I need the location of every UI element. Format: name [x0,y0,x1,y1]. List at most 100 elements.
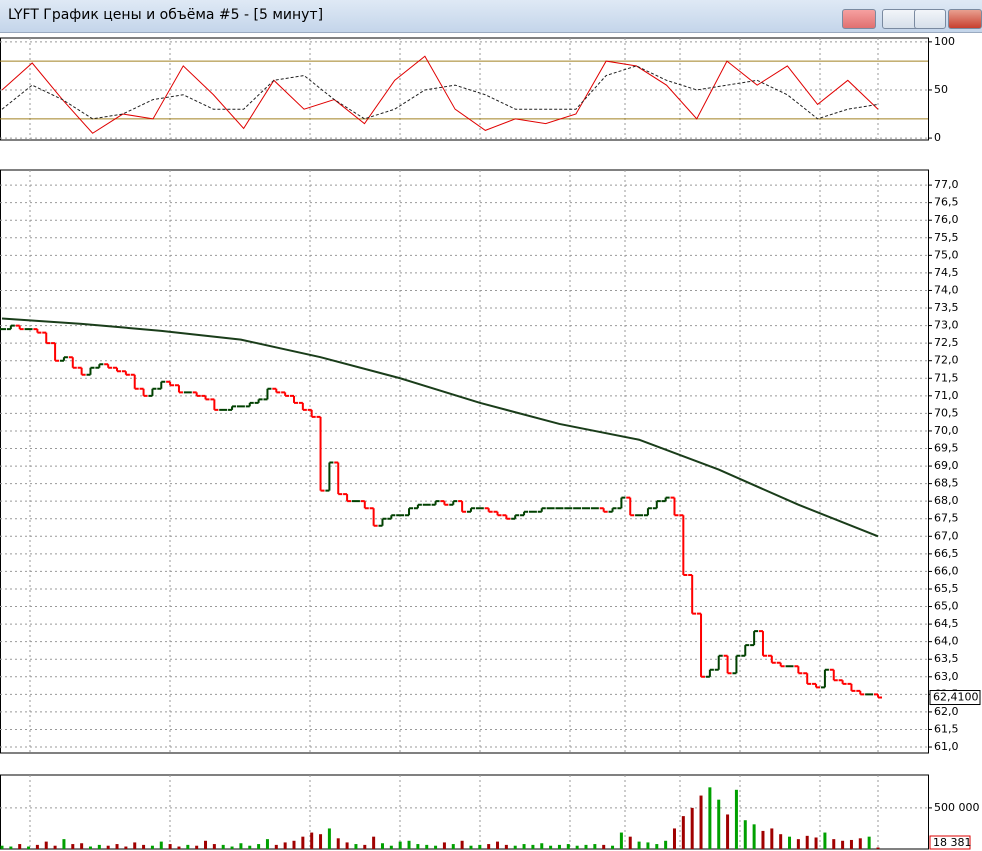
y-tick-label: 65,5 [934,582,959,595]
volume-bar [301,836,305,849]
volume-bar [97,844,101,849]
volume-bar [823,832,827,849]
price-bar [228,405,237,411]
volume-bar [858,838,862,849]
volume-bar [628,836,632,849]
volume-bar [460,840,464,849]
price-bar [192,391,201,397]
price-bar [688,573,697,615]
volume-bar [416,844,420,849]
volume-bar [743,820,747,849]
y-tick-label: 72,0 [934,354,959,367]
y-tick-label: 76,5 [934,196,959,209]
y-tick-label: 100 [934,35,955,48]
price-bar [431,500,440,506]
volume-bar [115,844,119,849]
y-tick-label: 73,5 [934,301,959,314]
price-bar [378,517,387,527]
volume-bar [602,844,606,849]
volume-bar [221,844,225,849]
volume-bar [0,845,4,849]
price-bar [458,500,467,513]
volume-bar [398,841,402,849]
y-tick-label: 70,0 [934,424,959,437]
y-tick-label: 66,0 [934,564,959,577]
price-bar [174,384,183,394]
chart-area: 05010061,061,562,062,563,063,564,064,565… [0,35,981,850]
y-tick-label: 72,5 [934,336,959,349]
price-bar [263,387,272,401]
price-bar [511,514,520,520]
y-tick-label: 75,0 [934,248,959,261]
price-bar [157,380,166,390]
volume-bar [557,844,561,849]
volume-bar [549,845,553,849]
price-bar [201,394,210,401]
y-tick-label: 61,5 [934,722,959,735]
oscillator-line [1,65,879,120]
volume-bar [504,844,508,849]
volume-bar [195,845,199,849]
y-tick-label: 500 000 [934,801,980,814]
volume-bar [71,844,75,849]
price-bar [502,514,511,520]
volume-bar [522,844,526,849]
volume-bar [664,840,668,849]
volume-bar [345,842,349,849]
volume-bar [212,844,216,849]
volume-bar [239,843,243,849]
volume-bar [44,841,48,849]
price-bar [369,507,378,527]
volume-bar [487,844,491,849]
price-bar [847,682,856,692]
close-button[interactable] [948,9,982,29]
y-tick-label: 61,0 [934,740,959,753]
oscillator-line [1,55,879,134]
volume-bar [672,828,676,849]
price-bar [68,356,77,369]
price-bar [750,630,759,647]
price-bar [440,500,449,506]
y-tick-label: 74,0 [934,283,959,296]
volume-bar [372,836,376,849]
volume-bar [690,807,694,849]
restore-button[interactable] [914,9,946,29]
price-bar [77,366,86,376]
price-bar [670,496,679,517]
volume-bar [230,846,234,849]
price-bar [15,324,24,331]
y-tick-label: 69,5 [934,442,959,455]
volume-bar [681,816,685,849]
price-bar [643,507,652,517]
price-bar [679,514,688,576]
volume-bar [876,847,880,849]
volume-bar [150,845,154,849]
price-bar [360,500,369,510]
price-bar [130,373,139,390]
volume-bar [434,845,438,849]
price-bar [874,693,882,699]
volume-bar [106,845,110,849]
price-bar [838,679,847,685]
volume-bar [407,840,411,849]
price-bar [652,500,661,510]
volume-bar [204,840,208,849]
price-bar [856,689,865,696]
volume-bar [593,844,597,849]
y-tick-label: 71,0 [934,389,959,402]
price-bar [714,654,723,671]
y-tick-label: 64,0 [934,635,959,648]
volume-bar [177,846,181,849]
volume-bar [469,845,473,849]
price-bar [758,630,767,657]
volume-bar [637,841,641,849]
volume-bar [699,795,703,849]
price-bar [803,672,812,685]
price-bar [121,370,130,376]
volume-bar [310,832,314,849]
volume-bar [248,845,252,849]
volume-bar [478,844,482,849]
volume-bar [814,837,818,849]
price-bar [723,654,732,675]
pin-button[interactable] [842,9,876,29]
